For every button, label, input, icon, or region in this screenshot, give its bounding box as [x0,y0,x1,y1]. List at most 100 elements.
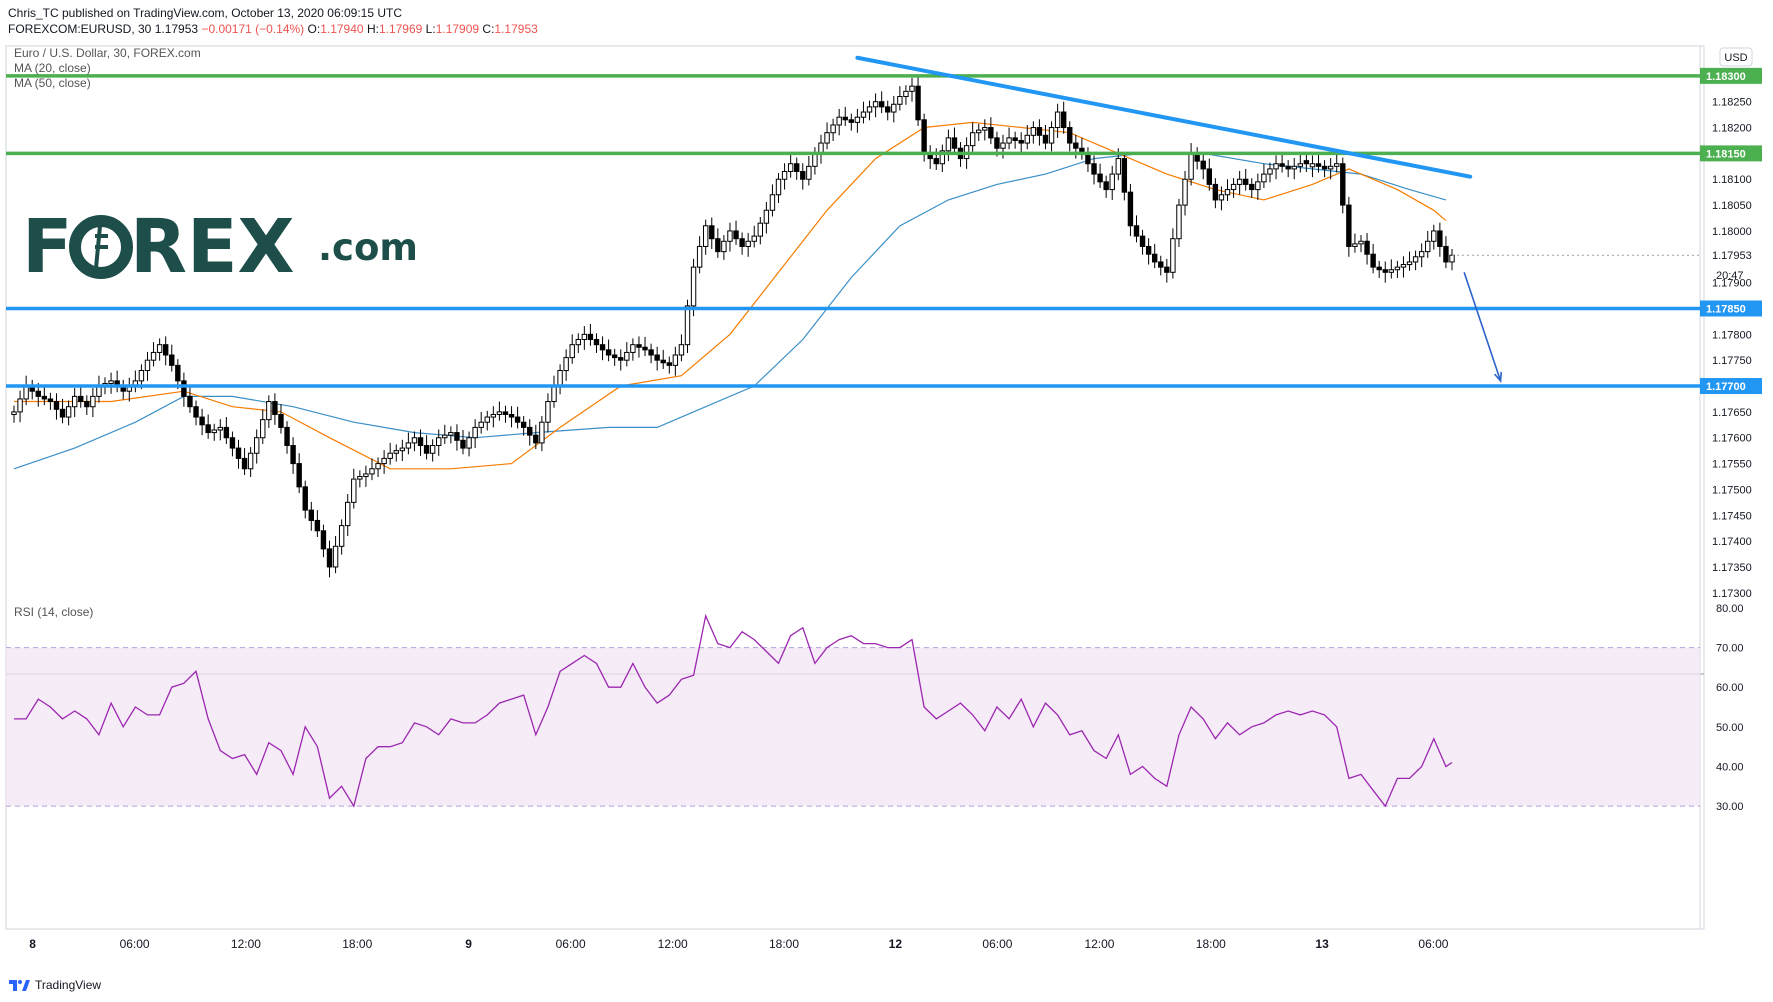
candle-body [1352,243,1358,247]
projection-arrow[interactable] [1463,272,1502,382]
candle-body [144,359,151,372]
candle-body [417,437,424,446]
candle-body [636,344,642,348]
price-tick: 1.18050 [1712,200,1752,212]
candle-body [156,344,163,353]
candle-body [1236,178,1243,185]
candle-body [41,395,48,400]
level-label-1.17850: 1.17850 [1706,303,1746,315]
candle-body [1206,168,1212,185]
candle-body [715,238,721,253]
tradingview-icon [9,980,30,991]
candle-body [411,437,418,444]
candle-body [260,419,266,439]
candle-body [1006,137,1012,144]
candle-body [812,152,818,167]
candle-body [1115,158,1121,175]
ma20-layer [14,121,1447,470]
level-label-1.17700: 1.17700 [1706,381,1746,393]
candle-body [1012,137,1018,141]
time-tick: 18:00 [1196,937,1226,951]
candle-body [545,401,551,423]
candle-body [1388,269,1395,273]
price-tick: 1.18100 [1712,174,1752,186]
candle-body [1109,173,1115,191]
candle-body [1145,245,1152,255]
currency-badge[interactable] [1719,47,1753,67]
logo-com: .com [318,226,418,269]
legend-title: Euro / U.S. Dollar, 30, FOREX.com [14,46,201,60]
candle-body [1127,191,1134,227]
candle-body [162,344,169,356]
price-tick: 1.17500 [1712,484,1752,496]
candle-body [90,395,96,408]
candle-body [1376,266,1382,271]
candle-body [1327,165,1334,170]
time-tick: 12 [889,937,903,951]
candle-body [1133,225,1140,237]
rsi-layer [14,613,1453,808]
time-tick: 9 [465,937,472,951]
candle-body [939,150,946,165]
close-label: C: [482,22,495,36]
level-tag-1.18150 [1700,145,1762,162]
candle-body [994,137,1000,149]
candle-body [721,240,727,253]
candle-body [326,548,333,568]
candle-body [891,103,897,113]
candle-body [466,437,472,449]
time-tick: 06:00 [556,937,586,951]
candle-body [757,222,764,237]
candle-body [514,416,521,423]
candle-body [539,421,545,444]
candle-body [1315,163,1322,167]
candle-body [1340,163,1346,206]
price-tick: 1.18250 [1712,97,1752,109]
candle-body [187,395,193,408]
candle-body [235,447,242,459]
candle-body [199,416,205,426]
downtrend-line[interactable] [855,55,1473,179]
candle-body [205,424,211,434]
candle-body [1303,160,1310,165]
candle-body [769,194,776,211]
candle-body [605,349,612,356]
price-tick: 1.18000 [1712,226,1752,238]
rsi-tick: 60.00 [1716,682,1744,694]
candle-body [247,452,254,470]
candle-body [290,444,296,465]
candle-body [775,178,782,196]
high-label: H: [366,22,379,36]
candle-body [727,230,733,242]
candle-body [35,390,41,397]
candle-body [211,429,217,434]
candle-body [593,339,600,346]
logo-o-icon [69,215,133,279]
footer-brand-label: TradingView [35,978,102,992]
candle-body [332,545,339,568]
candle-body [193,406,199,418]
candle-body [1437,230,1443,247]
candle-body [217,426,223,431]
candle-body [976,129,982,134]
candle-body [1067,127,1073,144]
candle-body [696,245,703,268]
candle-body [648,349,654,356]
candle-body [53,401,60,410]
candle-body [1024,134,1030,144]
footer-brand[interactable]: TradingView [8,978,101,992]
candle-body [241,457,248,470]
candle-body [569,344,575,359]
level-tag-1.18300 [1700,67,1762,84]
candle-body [690,266,697,307]
rsi-tick: 80.00 [1716,603,1744,615]
close-value: 1.17953 [494,22,538,36]
ma20-line [14,121,1447,470]
candle-body [1418,251,1425,258]
candle-body [1158,261,1164,268]
price-tick: 1.17300 [1712,588,1752,600]
candle-body [84,401,90,408]
legend-ma50: MA (50, close) [14,76,91,90]
candle-body [1151,253,1158,263]
